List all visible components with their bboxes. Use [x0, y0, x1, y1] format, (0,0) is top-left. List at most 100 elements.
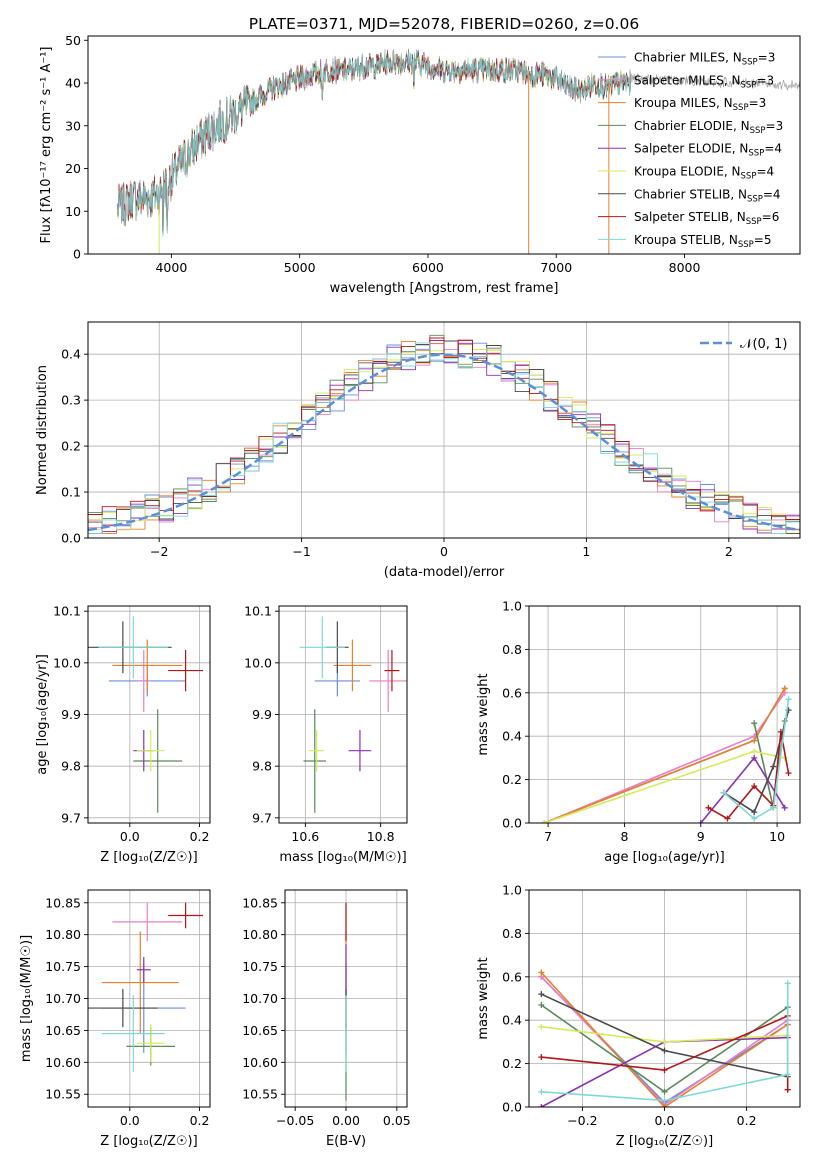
weight-line [708, 731, 790, 820]
weight-marker [538, 1023, 545, 1030]
y-tick-label: 10.60 [45, 1055, 81, 1070]
mass_vs_age-plot-area [299, 616, 407, 813]
error-bar-point [112, 639, 183, 692]
x-tick-label: 10.8 [367, 829, 395, 844]
z_vs_age-panel: 0.0 0.2 9.7 9.8 9.9 10.0 10.1 Z [log₁₀(Z/Z☉)] ag… [35, 604, 211, 865]
y-tick-label: 10.1 [53, 604, 81, 619]
residual-histogram [88, 342, 800, 534]
weight-marker [784, 980, 791, 987]
normal-curve [88, 353, 800, 532]
x-axis-label: E(B-V) [326, 1134, 366, 1149]
y-tick-label: 0.4 [502, 729, 522, 744]
x-tick-label: 0.2 [190, 1113, 210, 1128]
weight-marker [538, 991, 545, 998]
x-tick-label: 10 [769, 829, 785, 844]
legend-label-sub: SSP [733, 103, 749, 113]
y-tick-label: 1.0 [502, 599, 522, 614]
weight-marker [751, 748, 758, 755]
y-tick-label: 0.6 [502, 969, 522, 984]
weight-line [540, 971, 789, 1107]
error-bar-point [101, 931, 179, 1034]
weight-line [544, 688, 786, 823]
mass_vs_age-panel: 10.6 10.8 9.7 9.8 9.9 10.0 10.1 mass [log₁₀(M/M… [244, 604, 408, 865]
legend-label-sub: SSP [741, 80, 757, 90]
y-tick-label: 0.2 [61, 439, 81, 454]
x-tick-label: −2 [150, 544, 168, 559]
y-axis-label: Flux [fλ10⁻¹⁷ erg cm⁻² s⁻¹ A⁻¹] [39, 47, 54, 244]
legend-label-tail: =4 [756, 165, 774, 179]
z_vs_mass-panel: 0.0 0.2 10.55 10.60 10.65 10.70 10.75 10.80 10.8… [19, 889, 211, 1149]
legend-label-sub: SSP [741, 172, 757, 182]
spectrum-line [117, 49, 632, 237]
x-axis-label: Z [log₁₀(Z/Z☉)] [616, 1134, 713, 1149]
x-axis-label: wavelength [Angstrom, rest frame] [330, 281, 559, 296]
residuals-panel: −2 −1 0 1 2 0.0 0.1 0.2 0.3 0.4 (data-model)/error… [35, 321, 801, 580]
error-bar-point [168, 902, 204, 929]
error-bar-point [303, 709, 327, 813]
y-tick-label: 9.8 [252, 759, 272, 774]
y-tick-label: 0.2 [502, 772, 522, 787]
y-tick-label: 10.85 [242, 895, 278, 910]
weight-marker [770, 763, 777, 770]
y-tick-label: 10 [65, 204, 81, 219]
y-tick-label: 10.1 [244, 604, 272, 619]
weight-line [544, 688, 786, 823]
weight-line [541, 983, 789, 1102]
legend-label-tail: =4 [763, 187, 781, 201]
weight-marker [538, 1088, 545, 1095]
legend-label-main: Salpeter STELIB, N [634, 210, 746, 224]
legend-label-main: Chabrier ELODIE, N [634, 119, 750, 133]
y-tick-label: 0.4 [61, 347, 81, 362]
legend-label-sub: SSP [747, 194, 763, 204]
y-tick-label: 10.0 [244, 655, 272, 670]
y-tick-label: 9.9 [61, 707, 81, 722]
legend-label-sub: SSP [750, 126, 766, 136]
legend-label-main: Kroupa MILES, N [634, 96, 733, 110]
legend-label: Salpeter MILES, NSSP=3 [634, 73, 774, 90]
weight-marker [661, 1097, 668, 1104]
error-bar-point [369, 649, 407, 712]
y-axis-label: mass weight [476, 673, 491, 755]
weight-marker [777, 728, 784, 735]
legend-label: Chabrier ELODIE, NSSP=3 [634, 119, 783, 136]
spectrum-data-line [620, 72, 800, 92]
legend-label-tail: =3 [758, 51, 776, 65]
y-tick-label: 10.80 [242, 927, 278, 942]
z_vs_mass-plot-area [88, 902, 204, 1072]
legend-label-main: Chabrier MILES, N [634, 51, 742, 65]
y-tick-label: 10.75 [45, 959, 81, 974]
legend-label-main: Kroupa STELIB, N [634, 233, 738, 247]
y-tick-label: 10.70 [45, 991, 81, 1006]
y-axis-label: mass [log₁₀(M/M☉)] [19, 935, 34, 1062]
weight-marker [661, 1088, 668, 1095]
x-axis-label: Z [log₁₀(Z/Z☉)] [100, 1134, 197, 1149]
x-tick-label: 7 [544, 829, 552, 844]
error-bar-point [133, 709, 183, 813]
weight-marker [538, 969, 545, 976]
weight-marker [781, 804, 788, 811]
y-tick-label: 9.9 [252, 707, 272, 722]
x-axis-label: age [log₁₀(age/yr)] [604, 850, 725, 865]
error-bar-point [333, 639, 372, 692]
x-tick-label: 5000 [284, 260, 316, 275]
x-tick-label: 7000 [540, 260, 572, 275]
residual-legend: 𝒩(0, 1) [700, 337, 787, 352]
legend-label: Kroupa MILES, NSSP=3 [634, 96, 766, 113]
spectrum-panel: 4000 5000 6000 7000 8000 0 10 20 30 40 50 wavelengt… [39, 33, 801, 296]
legend-label: Chabrier MILES, NSSP=3 [634, 51, 775, 68]
x-tick-label: 2 [725, 544, 733, 559]
x-tick-label: 0.0 [120, 829, 140, 844]
y-tick-label: 50 [65, 33, 81, 48]
x-tick-label: 0.05 [383, 1113, 411, 1128]
legend-label-main: Salpeter ELODIE, N [634, 142, 748, 156]
x-tick-label: −1 [292, 544, 310, 559]
x-tick-label: 9 [697, 829, 705, 844]
weight-marker [751, 783, 758, 790]
y-tick-label: 9.7 [61, 810, 81, 825]
y-tick-label: 0.8 [502, 926, 522, 941]
y-axis-label: age [log₁₀(age/yr)] [35, 654, 50, 775]
x-tick-label: 0.2 [737, 1113, 757, 1128]
weight-marker [724, 815, 731, 822]
y-tick-label: 10.70 [242, 991, 278, 1006]
